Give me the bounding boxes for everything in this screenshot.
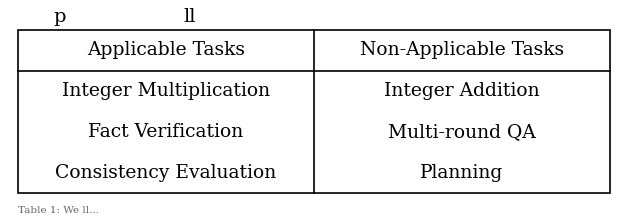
Text: ll: ll (184, 8, 196, 26)
Bar (18, 30, 610, 193)
Text: Multi-round QA: Multi-round QA (388, 123, 536, 141)
Text: p: p (54, 8, 66, 26)
Text: Integer Multiplication: Integer Multiplication (62, 82, 270, 100)
Text: Applicable Tasks: Applicable Tasks (87, 41, 245, 59)
Text: Table 1: We ll...: Table 1: We ll... (18, 205, 99, 215)
Text: Non-Applicable Tasks: Non-Applicable Tasks (360, 41, 564, 59)
Text: Planning: Planning (420, 164, 504, 182)
Text: Fact Verification: Fact Verification (89, 123, 244, 141)
Text: Consistency Evaluation: Consistency Evaluation (55, 164, 276, 182)
Text: Integer Addition: Integer Addition (384, 82, 540, 100)
